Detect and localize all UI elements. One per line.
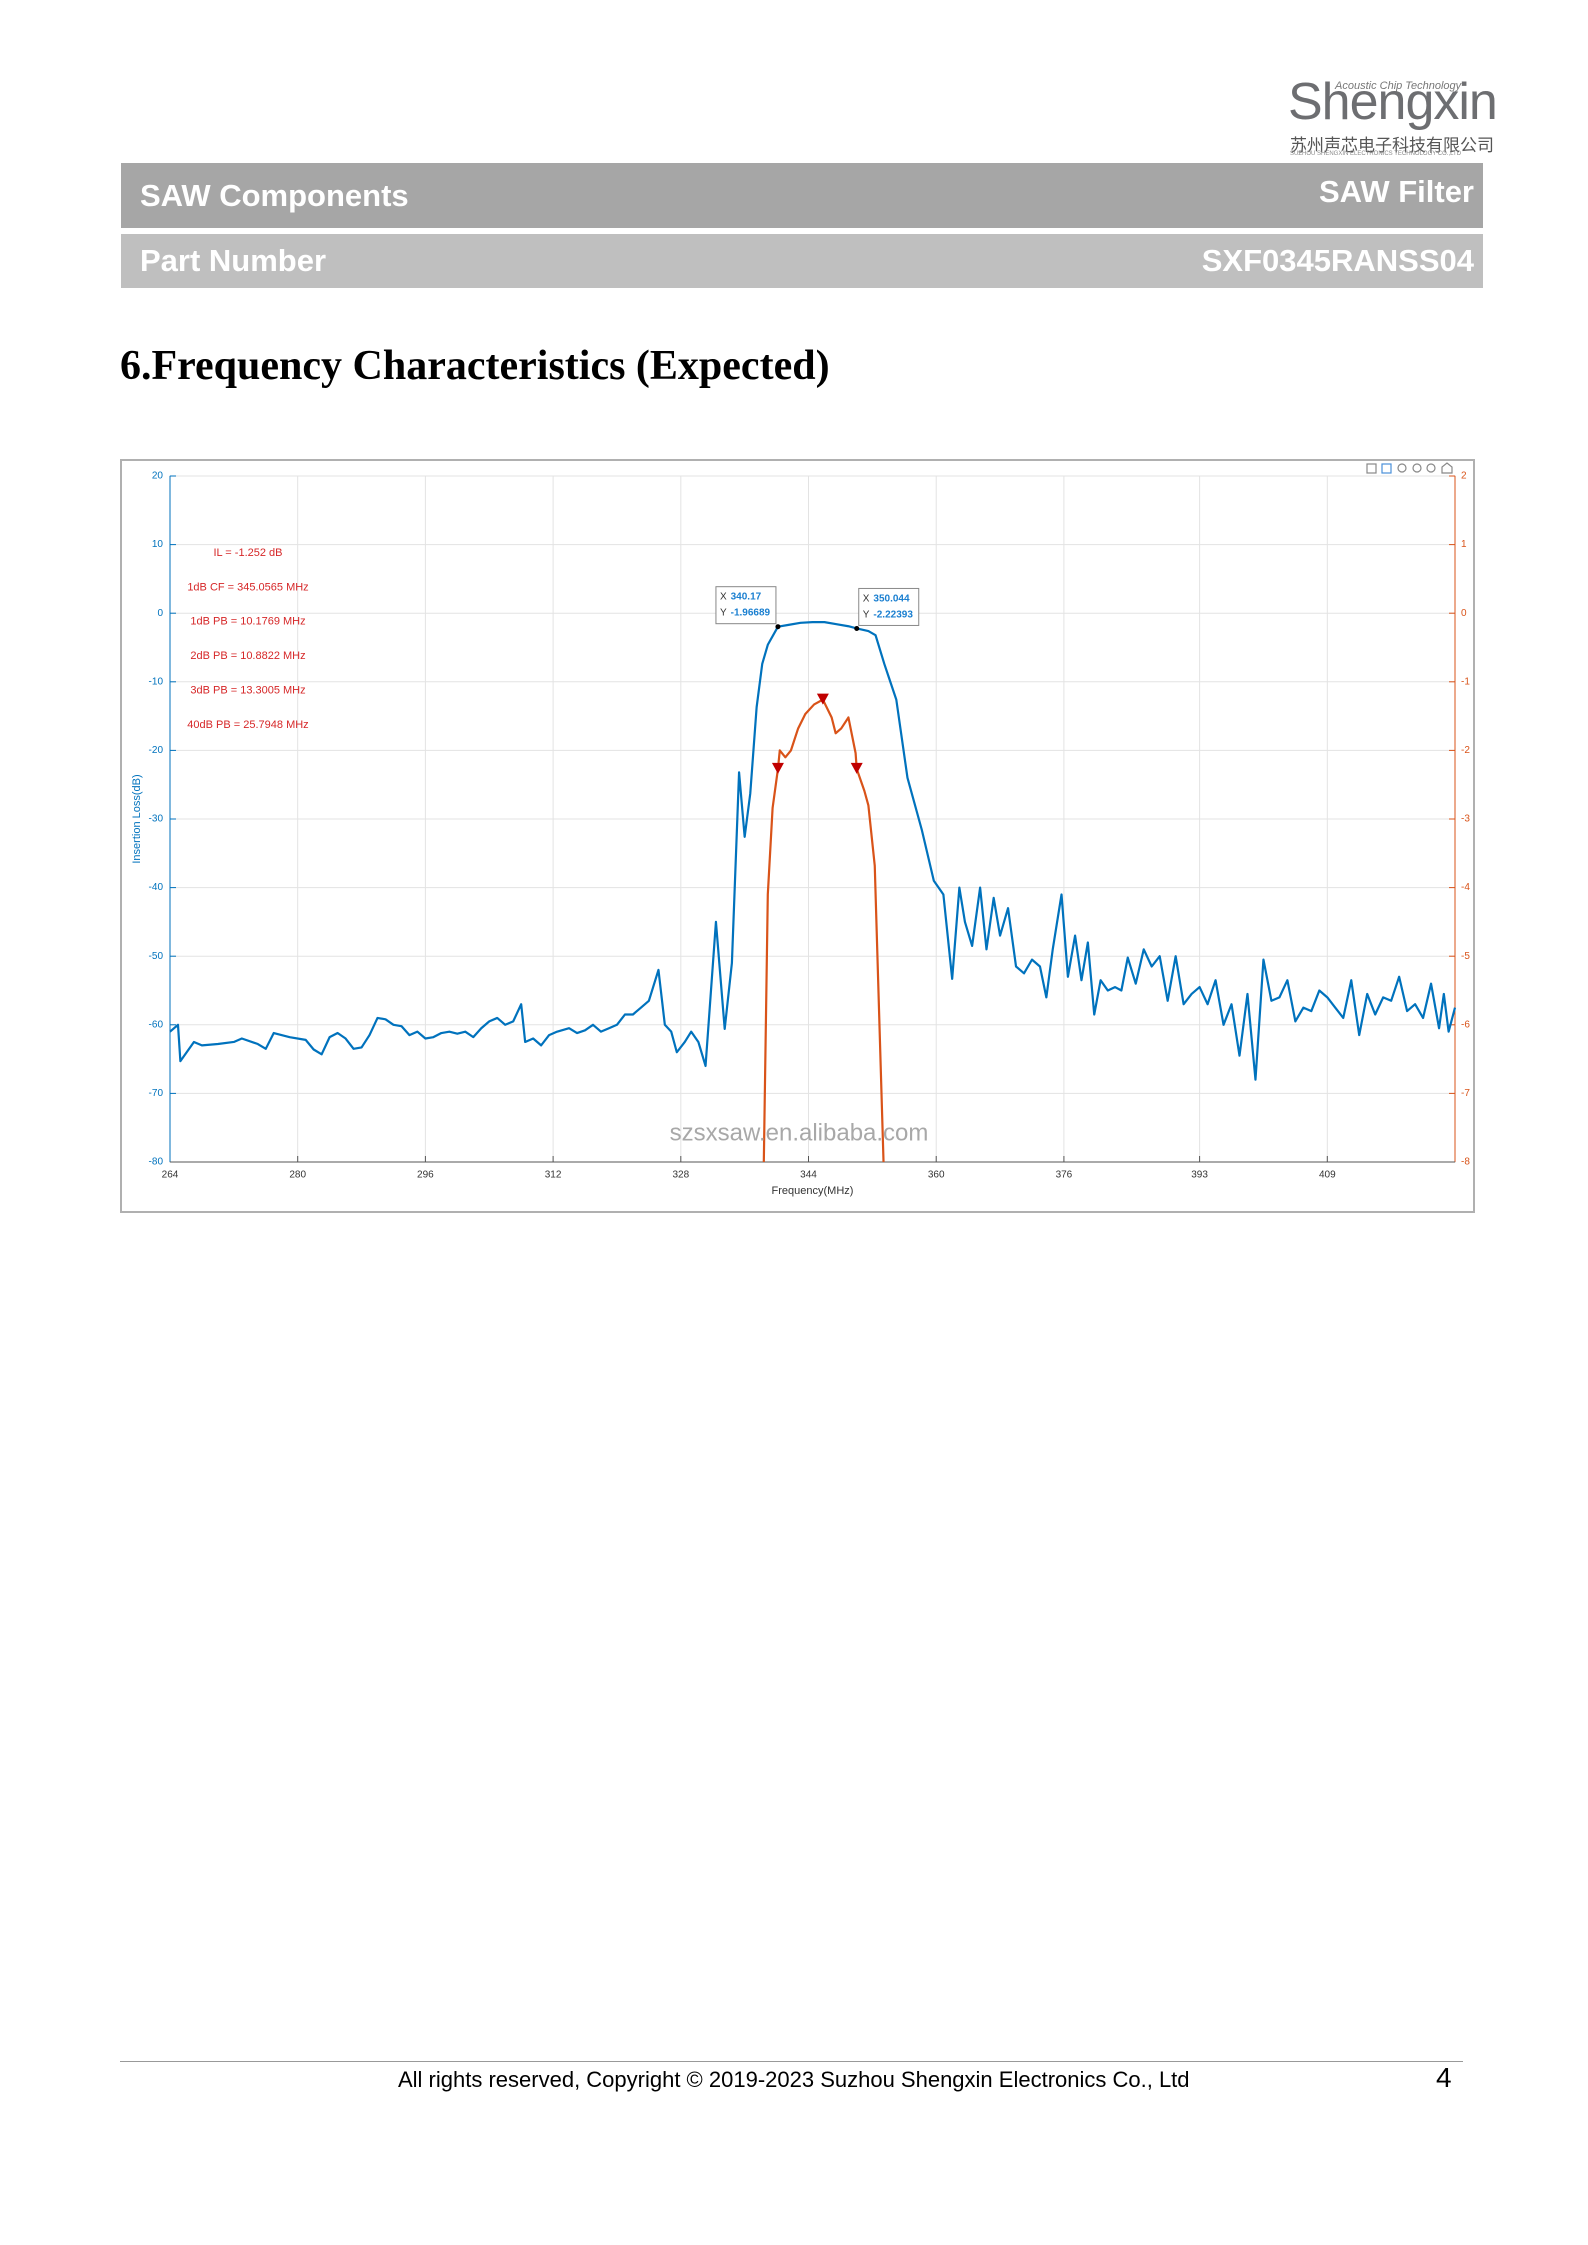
- row2-right: SXF0345RANSS04: [1201, 243, 1474, 278]
- chart: 264 280 296 312 328 344 360 376 393 409-80-70-60-…: [120, 459, 1475, 1213]
- datatip-text: X 340.17: [720, 591, 762, 602]
- datatip-value: -1.96689: [731, 607, 771, 618]
- datatip-axis: Y: [720, 607, 727, 618]
- x-tick-label: 376: [1056, 1170, 1073, 1181]
- footer-rule: [120, 2061, 1463, 2062]
- x-tick-label: 360: [928, 1170, 945, 1181]
- y-tick-label: -50: [149, 951, 164, 962]
- y-tick-label: -30: [149, 814, 164, 825]
- y2-tick-label: 0: [1461, 608, 1467, 619]
- y-tick-label: 20: [152, 471, 164, 482]
- annotation: 1dB CF = 345.0565 MHz: [187, 581, 308, 593]
- toolbar: [1366, 462, 1453, 474]
- company-cn: 苏州声芯电子科技有限公司: [1290, 136, 1494, 155]
- annotation: 2dB PB = 10.8822 MHz: [190, 650, 305, 662]
- y2-tick-label: -6: [1461, 1019, 1470, 1030]
- x-tick-label: 312: [545, 1170, 562, 1181]
- y2-tick-label: -3: [1461, 814, 1470, 825]
- x-tick-label: 393: [1191, 1170, 1208, 1181]
- section-title: 6.Frequency Characteristics (Expected): [120, 343, 830, 389]
- datatip-text: Y -1.96689: [720, 607, 771, 618]
- logo-tagline: Acoustic Chip Technology: [1335, 80, 1462, 92]
- row1-right: SAW Filter: [1318, 174, 1474, 210]
- datatip-axis: X: [720, 591, 727, 602]
- y2-tick-label: -5: [1461, 951, 1470, 962]
- marker: [816, 693, 829, 705]
- annotation: 40dB PB = 25.7948 MHz: [187, 719, 308, 731]
- y2-tick-label: 1: [1461, 539, 1467, 550]
- logo: Shengxin: [1288, 73, 1498, 131]
- datatip-point: [854, 625, 860, 631]
- datatip-value: -2.22393: [873, 609, 913, 620]
- y-tick-label: -60: [149, 1019, 164, 1030]
- header-row-2: Part Number SXF0345RANSS04: [121, 234, 1483, 288]
- row2-left: Part Number: [140, 243, 327, 278]
- header-row-1: SAW Components SAW Filter: [121, 163, 1483, 228]
- y2-tick-label: -2: [1461, 745, 1470, 756]
- x-tick-label: 264: [162, 1170, 179, 1181]
- y2-tick-label: -1: [1461, 676, 1470, 687]
- y2-tick-label: -4: [1461, 882, 1470, 893]
- annotation: IL = -1.252 dB: [213, 547, 282, 559]
- footer-copyright: All rights reserved, Copyright © 2019-20…: [398, 2067, 1190, 2092]
- x-axis-label: Frequency(MHz): [772, 1185, 854, 1197]
- row1-left: SAW Components: [140, 177, 409, 213]
- y2-tick-label: -7: [1461, 1088, 1470, 1099]
- y-tick-label: 0: [157, 608, 163, 619]
- marker: [850, 762, 863, 774]
- y-tick-label: -40: [149, 882, 164, 893]
- datatip-text: X 350.044: [863, 593, 910, 604]
- x-tick-label: 296: [417, 1170, 434, 1181]
- y-tick-label: -70: [149, 1088, 164, 1099]
- y-tick-label: -80: [149, 1157, 164, 1168]
- annotation: 1dB PB = 10.1769 MHz: [190, 616, 305, 628]
- series-line: [169, 621, 1457, 1081]
- marker: [771, 762, 784, 774]
- company-en: SUZHOU SHENGXIN ELECTRONICS TECHNOLOGY C…: [1290, 151, 1462, 157]
- datatip-box: [858, 587, 920, 626]
- datatip-value: 340.17: [731, 591, 762, 602]
- datatip-value: 350.044: [873, 593, 910, 604]
- datatip-point: [775, 624, 781, 630]
- y-axis-label: Insertion Loss(dB): [131, 774, 143, 863]
- y-tick-label: 10: [152, 539, 164, 550]
- page-number: 4: [1436, 2062, 1452, 2093]
- datatip-text: Y -2.22393: [863, 609, 914, 620]
- y2-tick-label: 2: [1461, 471, 1467, 482]
- y-tick-label: -20: [149, 745, 164, 756]
- datatip-axis: Y: [863, 609, 870, 620]
- x-tick-label: 344: [800, 1170, 817, 1181]
- y2-tick-label: -8: [1461, 1157, 1470, 1168]
- annotation: 3dB PB = 13.3005 MHz: [190, 685, 305, 697]
- x-tick-label: 409: [1319, 1170, 1336, 1181]
- watermark: szsxsaw.en.alibaba.com: [670, 1119, 929, 1146]
- x-tick-label: 328: [672, 1170, 689, 1181]
- y-tick-label: -10: [149, 676, 164, 687]
- datatip-box: [715, 586, 777, 625]
- x-tick-label: 280: [289, 1170, 306, 1181]
- datatip-axis: X: [863, 593, 870, 604]
